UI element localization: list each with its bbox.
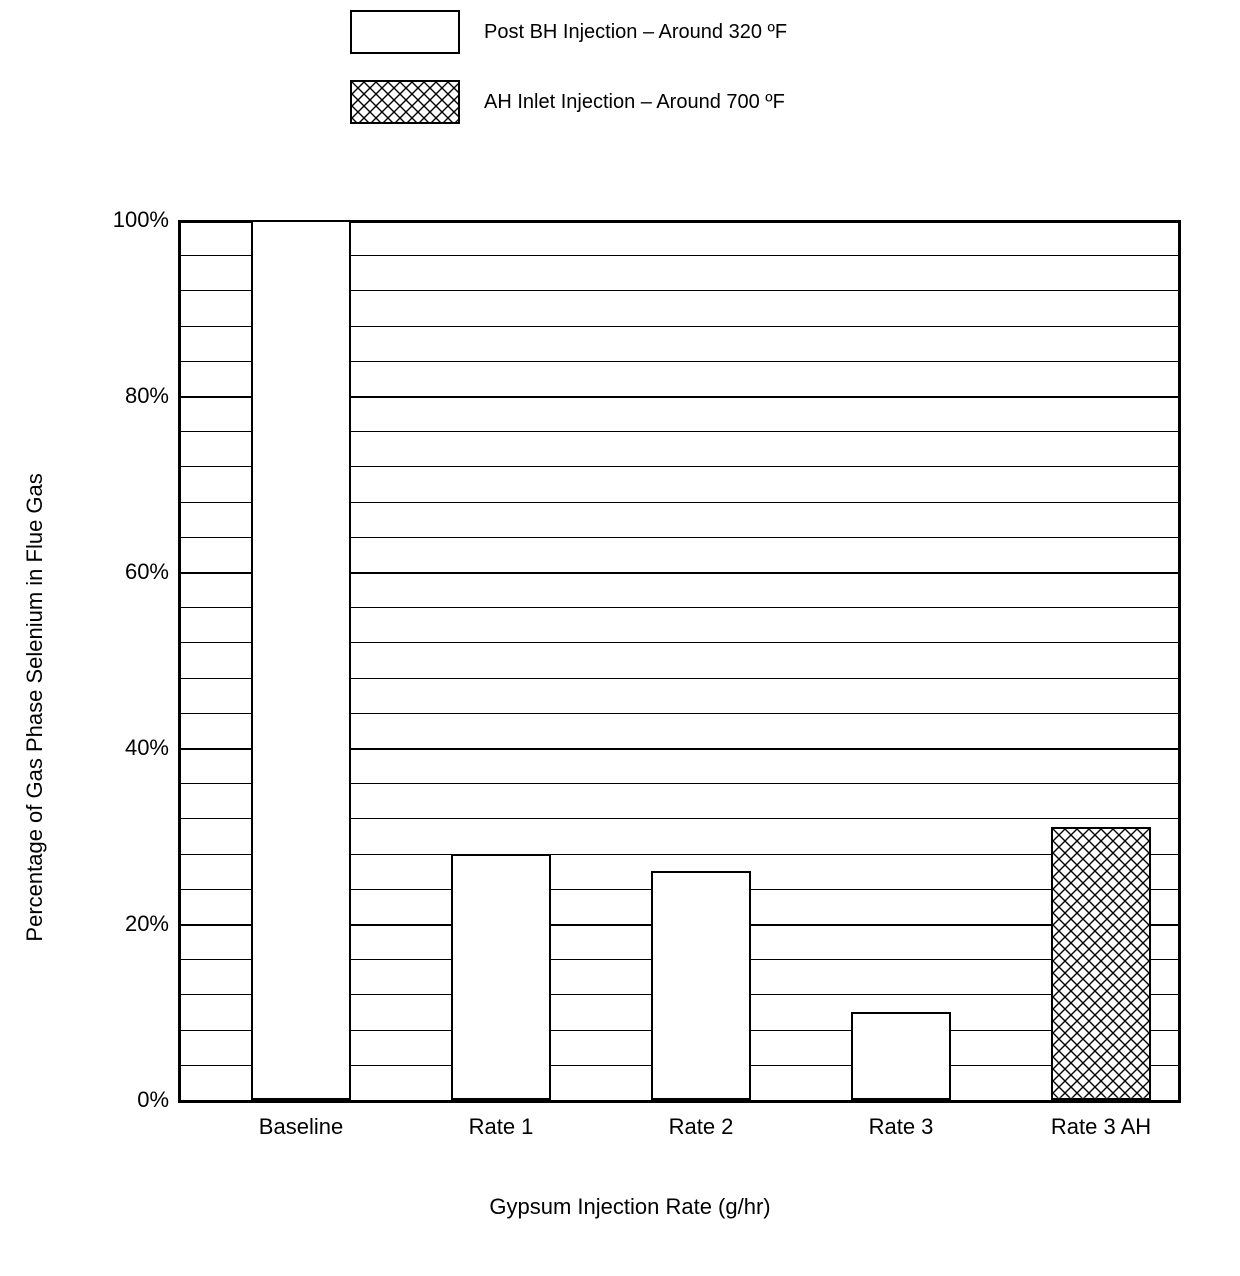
bar	[451, 854, 551, 1100]
y-axis-title: Percentage of Gas Phase Selenium in Flue…	[22, 473, 48, 941]
x-tick-label: Baseline	[259, 1100, 343, 1140]
plot-area: 0%20%40%60%80%100%BaselineRate 1Rate 2Ra…	[178, 220, 1181, 1103]
bar	[651, 871, 751, 1100]
plot-border-right	[1178, 220, 1181, 1100]
legend-label-plain: Post BH Injection – Around 320 ºF	[484, 21, 787, 44]
y-tick-label: 40%	[125, 735, 181, 761]
y-tick-label: 20%	[125, 911, 181, 937]
crosshatch-icon	[1053, 829, 1149, 1098]
y-tick-label: 80%	[125, 383, 181, 409]
bar	[251, 220, 351, 1100]
x-tick-label: Rate 2	[669, 1100, 734, 1140]
bar	[851, 1012, 951, 1100]
x-tick-label: Rate 1	[469, 1100, 534, 1140]
bar	[1051, 827, 1151, 1100]
legend: Post BH Injection – Around 320 ºF AH Inl…	[350, 10, 787, 124]
x-tick-label: Rate 3 AH	[1051, 1100, 1151, 1140]
legend-swatch-plain	[350, 10, 460, 54]
legend-swatch-hatched	[350, 80, 460, 124]
x-axis-title: Gypsum Injection Rate (g/hr)	[489, 1194, 770, 1220]
y-tick-label: 100%	[113, 207, 181, 233]
legend-item-hatched: AH Inlet Injection – Around 700 ºF	[350, 80, 787, 124]
legend-item-plain: Post BH Injection – Around 320 ºF	[350, 10, 787, 54]
page-root: Post BH Injection – Around 320 ºF AH Inl…	[0, 0, 1240, 1276]
legend-label-hatched: AH Inlet Injection – Around 700 ºF	[484, 91, 785, 114]
x-tick-label: Rate 3	[869, 1100, 934, 1140]
crosshatch-icon	[352, 82, 458, 122]
plot-wrap: Percentage of Gas Phase Selenium in Flue…	[70, 220, 1190, 1200]
y-tick-label: 0%	[137, 1087, 181, 1113]
y-tick-label: 60%	[125, 559, 181, 585]
